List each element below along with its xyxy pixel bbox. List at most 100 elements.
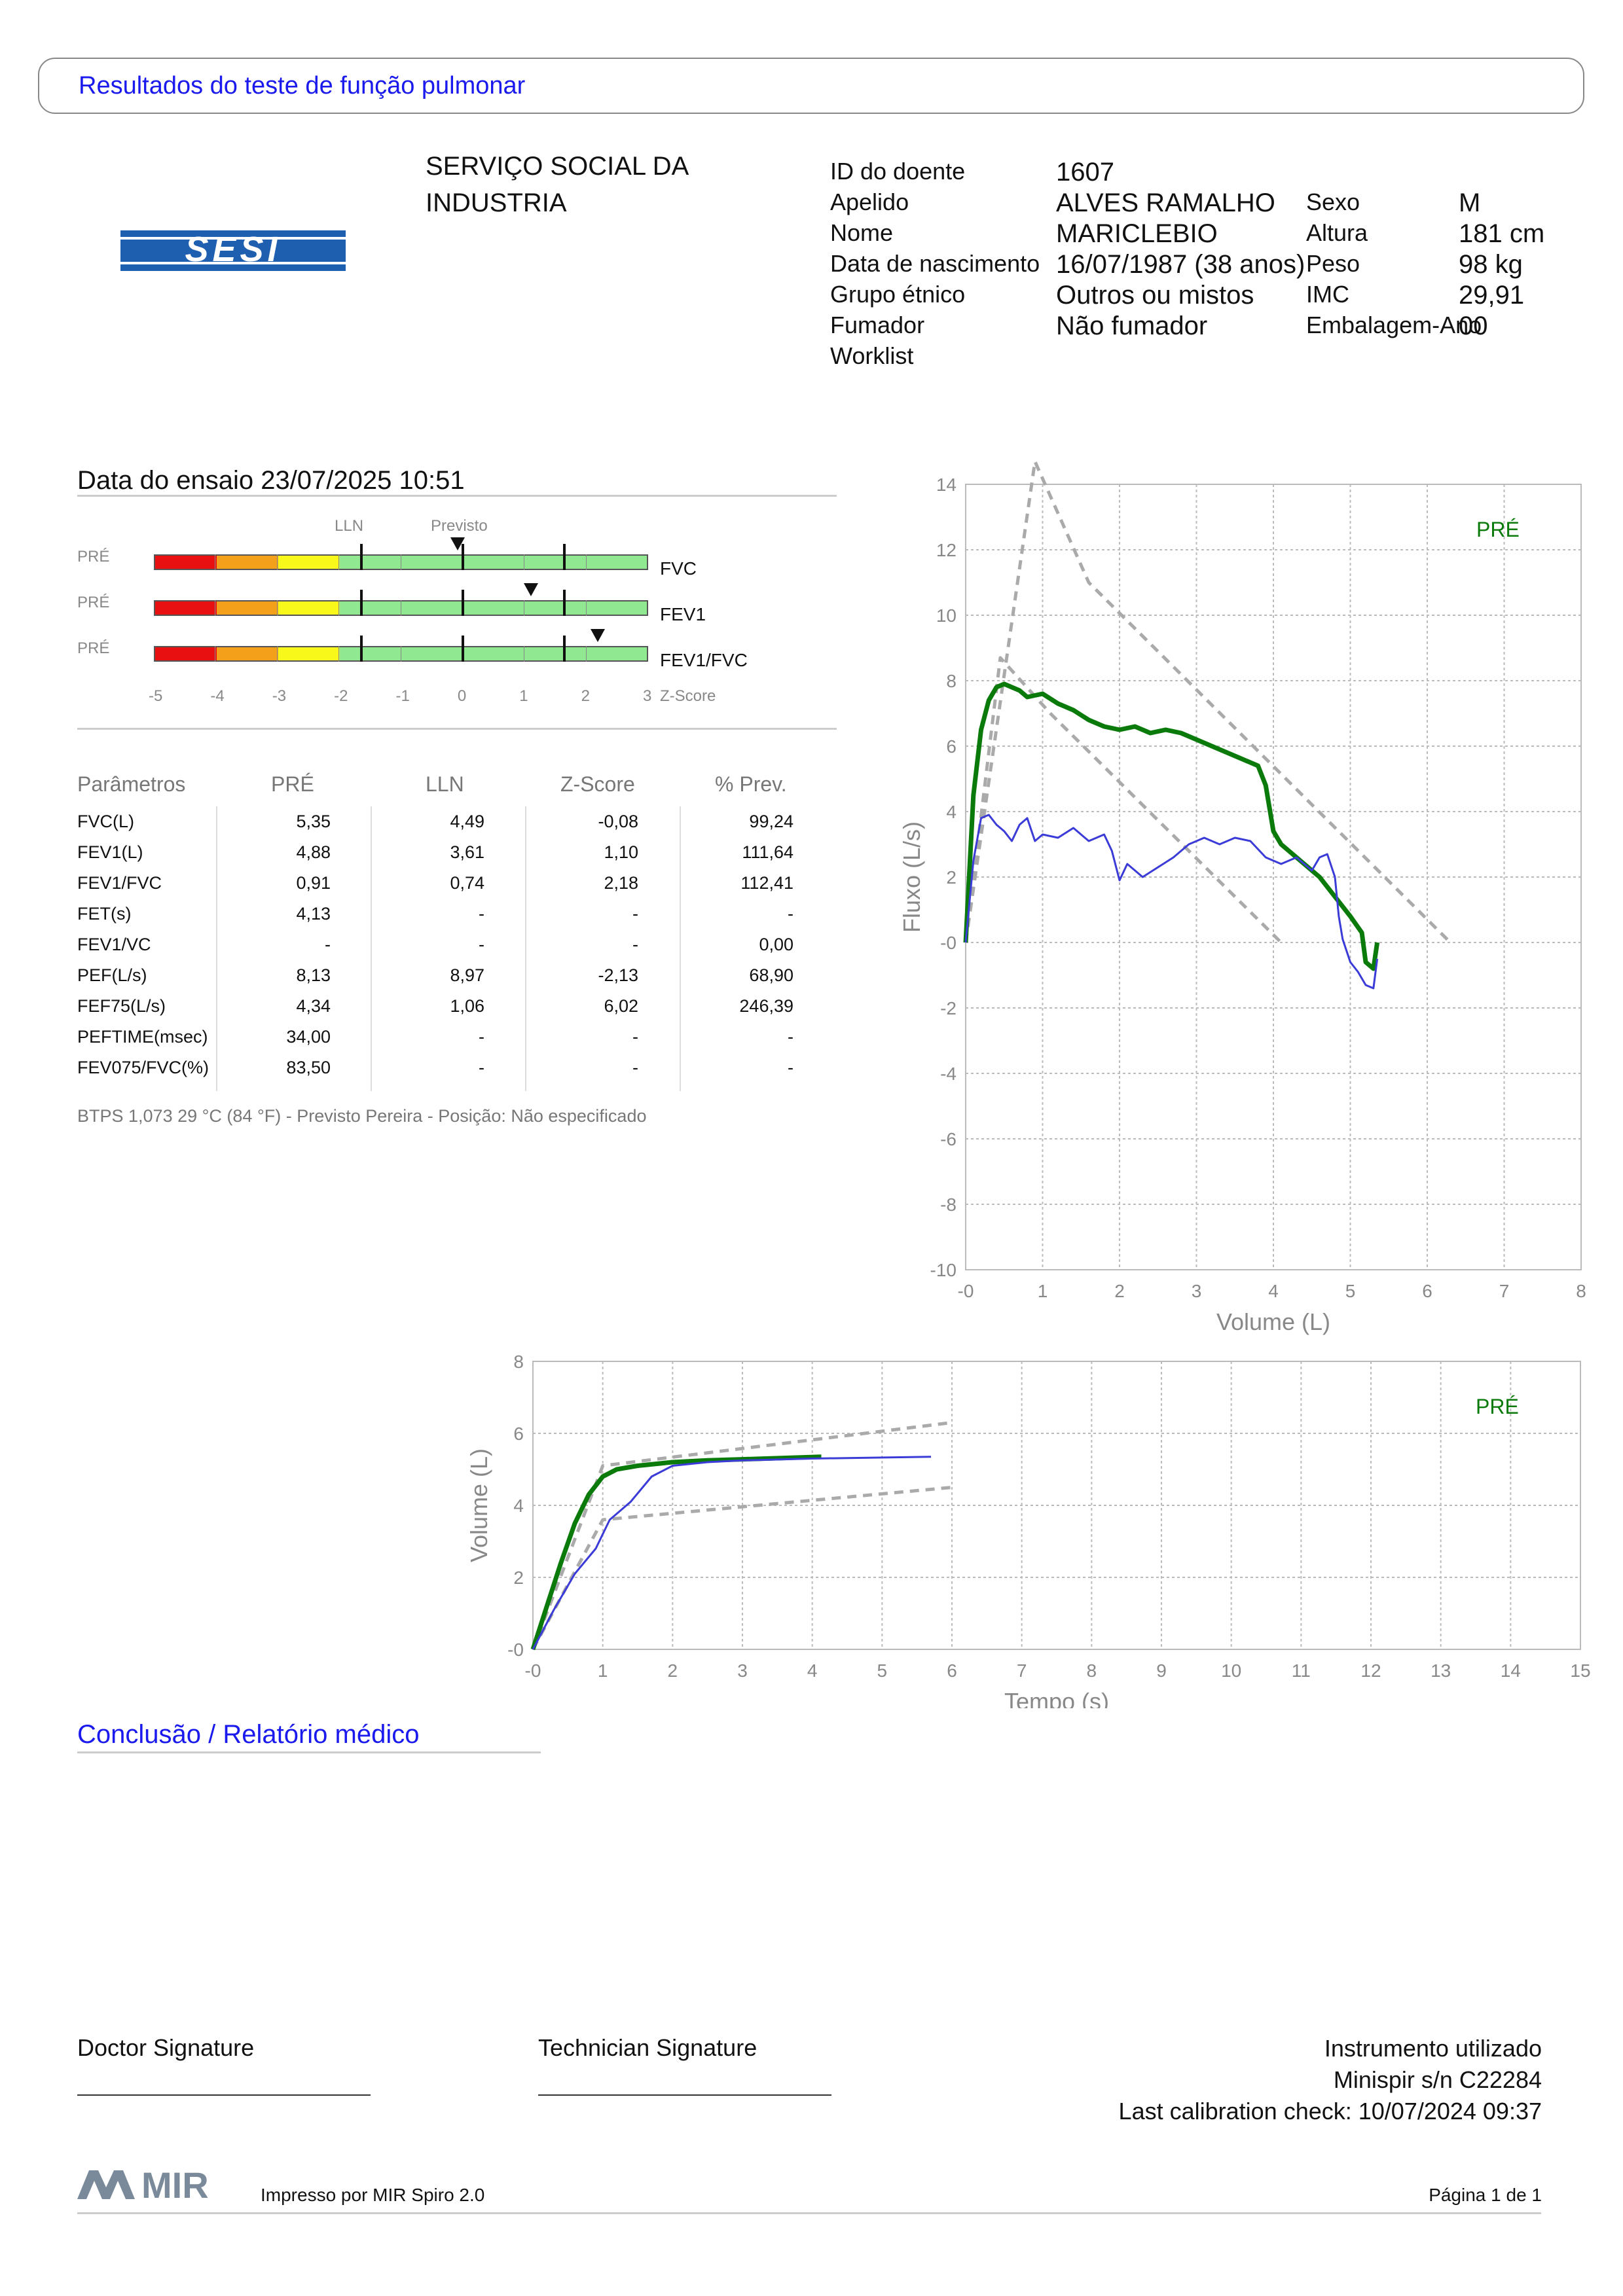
zscore-tick-label: 1 (519, 687, 528, 705)
predicted-marker (461, 636, 464, 662)
zscore-result-marker (450, 537, 465, 550)
technician-signature-label: Technician Signature (538, 2034, 757, 2061)
x-tick-label: 4 (807, 1660, 818, 1681)
param-value: 99,24 (749, 812, 793, 831)
y-tick-label: 2 (513, 1568, 524, 1588)
zscore-tick-label: -1 (395, 687, 410, 705)
x-tick-label: 3 (737, 1660, 748, 1681)
legend-label: PRÉ (1476, 518, 1520, 541)
x-tick-label: 6 (1422, 1281, 1432, 1301)
zscore-tick-label: 2 (581, 687, 590, 705)
col-header-zscore: Z-Score (560, 772, 635, 796)
param-value: -0,08 (598, 812, 638, 831)
y-tick-label: 6 (513, 1424, 524, 1444)
param-value: 4,13 (296, 904, 331, 924)
y-tick-label: 2 (946, 867, 957, 888)
param-value: - (788, 1027, 793, 1047)
value-packyears: 00 (1459, 312, 1488, 340)
predicted-marker (461, 544, 464, 570)
x-axis-label: Tempo (s) (1004, 1688, 1109, 1708)
zscore-tick-label: 3 (643, 687, 652, 705)
x-tick-label: 7 (1499, 1281, 1510, 1301)
param-value: 4,88 (296, 842, 331, 862)
zscore-row-name: FVC (660, 558, 697, 579)
label-smoker: Fumador (830, 312, 925, 338)
zscore-tick-label: -4 (210, 687, 225, 705)
value-dob: 16/07/1987 (38 anos) (1056, 250, 1305, 279)
legend-label: PRÉ (1476, 1395, 1519, 1418)
x-tick-label: 12 (1360, 1660, 1381, 1681)
param-value: 1,06 (450, 996, 484, 1016)
y-tick-label: -4 (940, 1064, 957, 1084)
x-tick-label: 8 (1087, 1660, 1097, 1681)
value-name: MARICLEBIO (1056, 219, 1218, 248)
mir-brand-text: MIR (141, 2165, 209, 2203)
zscore-tick-label: -2 (334, 687, 348, 705)
pre-curve (963, 681, 1380, 971)
param-value: 8,97 (450, 965, 484, 985)
predicted-curve (964, 459, 1452, 944)
x-tick-label: 9 (1156, 1660, 1167, 1681)
predicted-label: Previsto (431, 517, 488, 535)
organization-name: SERVIÇO SOCIAL DA INDUSTRIA (426, 148, 689, 221)
param-value: 34,00 (286, 1027, 331, 1047)
zscore-axis-caption: Z-Score (660, 687, 716, 705)
predicted-marker (461, 590, 464, 616)
param-value: 0,74 (450, 873, 484, 893)
param-value: 0,91 (296, 873, 331, 893)
x-tick-label: 2 (1114, 1281, 1125, 1301)
value-weight: 98 kg (1459, 250, 1523, 279)
label-bmi: IMC (1306, 281, 1349, 308)
y-tick-label: -2 (940, 998, 957, 1018)
org-line-1: SERVIÇO SOCIAL DA (426, 152, 689, 181)
lln-marker (360, 544, 363, 570)
zscore-gridline (585, 554, 587, 570)
y-tick-label: -6 (940, 1129, 957, 1149)
param-value: 1,10 (604, 842, 638, 862)
y-tick-label: -8 (940, 1194, 957, 1215)
lln-marker (562, 544, 566, 570)
col-header-param: Parâmetros (77, 772, 186, 796)
pre-curve (530, 1454, 822, 1651)
param-name: FEV075/FVC(%) (77, 1058, 210, 1077)
param-value: 8,13 (296, 965, 331, 985)
param-name: FVC(L) (77, 812, 134, 831)
param-value: - (632, 1027, 638, 1047)
doctor-signature-line (77, 2094, 371, 2096)
x-tick-label: 1 (598, 1660, 608, 1681)
y-tick-label: 6 (946, 736, 957, 757)
doctor-signature-label: Doctor Signature (77, 2034, 255, 2061)
param-value: 6,02 (604, 996, 638, 1016)
instrument-line-2: Minispir s/n C22284 (1333, 2066, 1542, 2093)
predicted-curve (964, 656, 1283, 944)
x-tick-label: 5 (877, 1660, 888, 1681)
x-tick-label: 4 (1268, 1281, 1279, 1301)
param-value: - (788, 904, 793, 924)
label-packyears: Embalagem-Ano (1306, 312, 1482, 338)
page-number: Página 1 de 1 (1429, 2185, 1542, 2205)
zscore-result-marker (590, 629, 605, 642)
x-tick-label: 2 (668, 1660, 678, 1681)
plot-frame (965, 484, 1582, 1270)
param-value: 3,61 (450, 842, 484, 862)
param-value: - (479, 1058, 484, 1077)
param-value: - (632, 904, 638, 924)
instrument-line-3: Last calibration check: 10/07/2024 09:37 (1118, 2098, 1542, 2125)
param-value: 111,64 (742, 842, 793, 862)
param-name: PEFTIME(msec) (77, 1027, 208, 1047)
y-tick-label: 12 (936, 540, 957, 560)
zscore-gridline (338, 646, 340, 662)
x-tick-label: 15 (1570, 1660, 1590, 1681)
param-value: - (788, 1058, 793, 1077)
y-tick-label: 14 (936, 475, 957, 495)
value-height: 181 cm (1459, 219, 1545, 248)
col-header-lln: LLN (426, 772, 464, 796)
x-axis-label: Volume (L) (1216, 1308, 1330, 1335)
y-tick-label: -10 (930, 1260, 957, 1280)
param-value: 83,50 (286, 1058, 331, 1077)
zscore-row-tag: PRÉ (77, 548, 110, 565)
x-tick-label: -0 (958, 1281, 974, 1301)
label-height: Altura (1306, 219, 1368, 246)
lln-marker (562, 636, 566, 662)
col-header-pre: PRÉ (271, 772, 314, 796)
